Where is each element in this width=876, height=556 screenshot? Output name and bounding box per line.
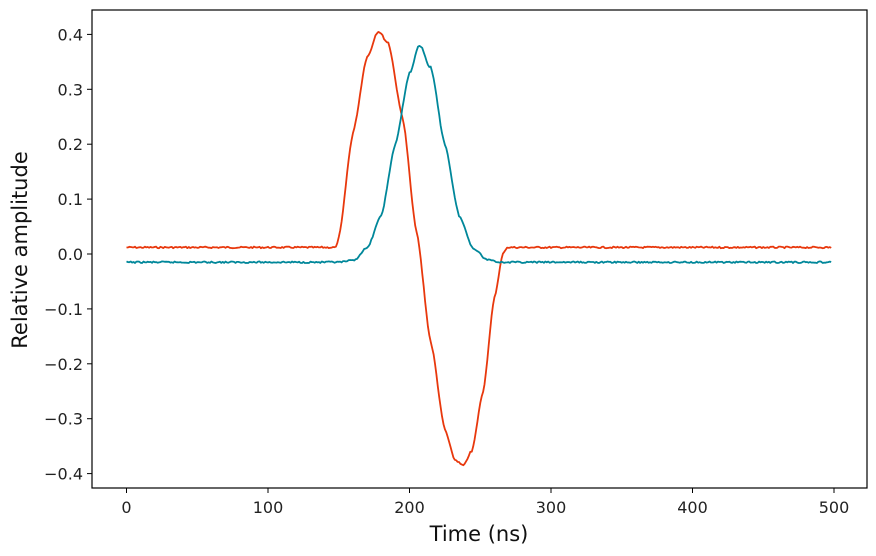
y-tick-label: −0.1 (44, 300, 83, 319)
y-tick-label: 0.2 (58, 135, 83, 154)
plot-area (91, 9, 868, 489)
x-axis-label: Time (ns) (429, 522, 529, 546)
series-line-1 (126, 45, 832, 264)
series-line-0 (126, 30, 832, 467)
y-tick-label: −0.2 (44, 355, 83, 374)
y-tick-label: 0.4 (58, 25, 83, 44)
x-tick-label: 0 (121, 498, 131, 517)
y-tick-label: 0.3 (58, 80, 83, 99)
y-tick-label: 0.1 (58, 190, 83, 209)
y-tick-label: 0.0 (58, 245, 83, 264)
x-tick-label: 100 (253, 498, 284, 517)
x-axis-ticks: 0 100 200 300 400 500 (121, 488, 849, 517)
y-tick-label: −0.3 (44, 410, 83, 429)
series-lines (126, 30, 832, 467)
y-tick-label: −0.4 (44, 465, 83, 484)
x-tick-label: 400 (677, 498, 708, 517)
y-axis-label: Relative amplitude (8, 151, 32, 348)
x-tick-label: 300 (536, 498, 567, 517)
x-tick-label: 200 (394, 498, 425, 517)
y-axis-ticks: −0.4 −0.3 −0.2 −0.1 0.0 0.1 0.2 0.3 0.4 (44, 25, 92, 484)
x-tick-label: 500 (819, 498, 850, 517)
